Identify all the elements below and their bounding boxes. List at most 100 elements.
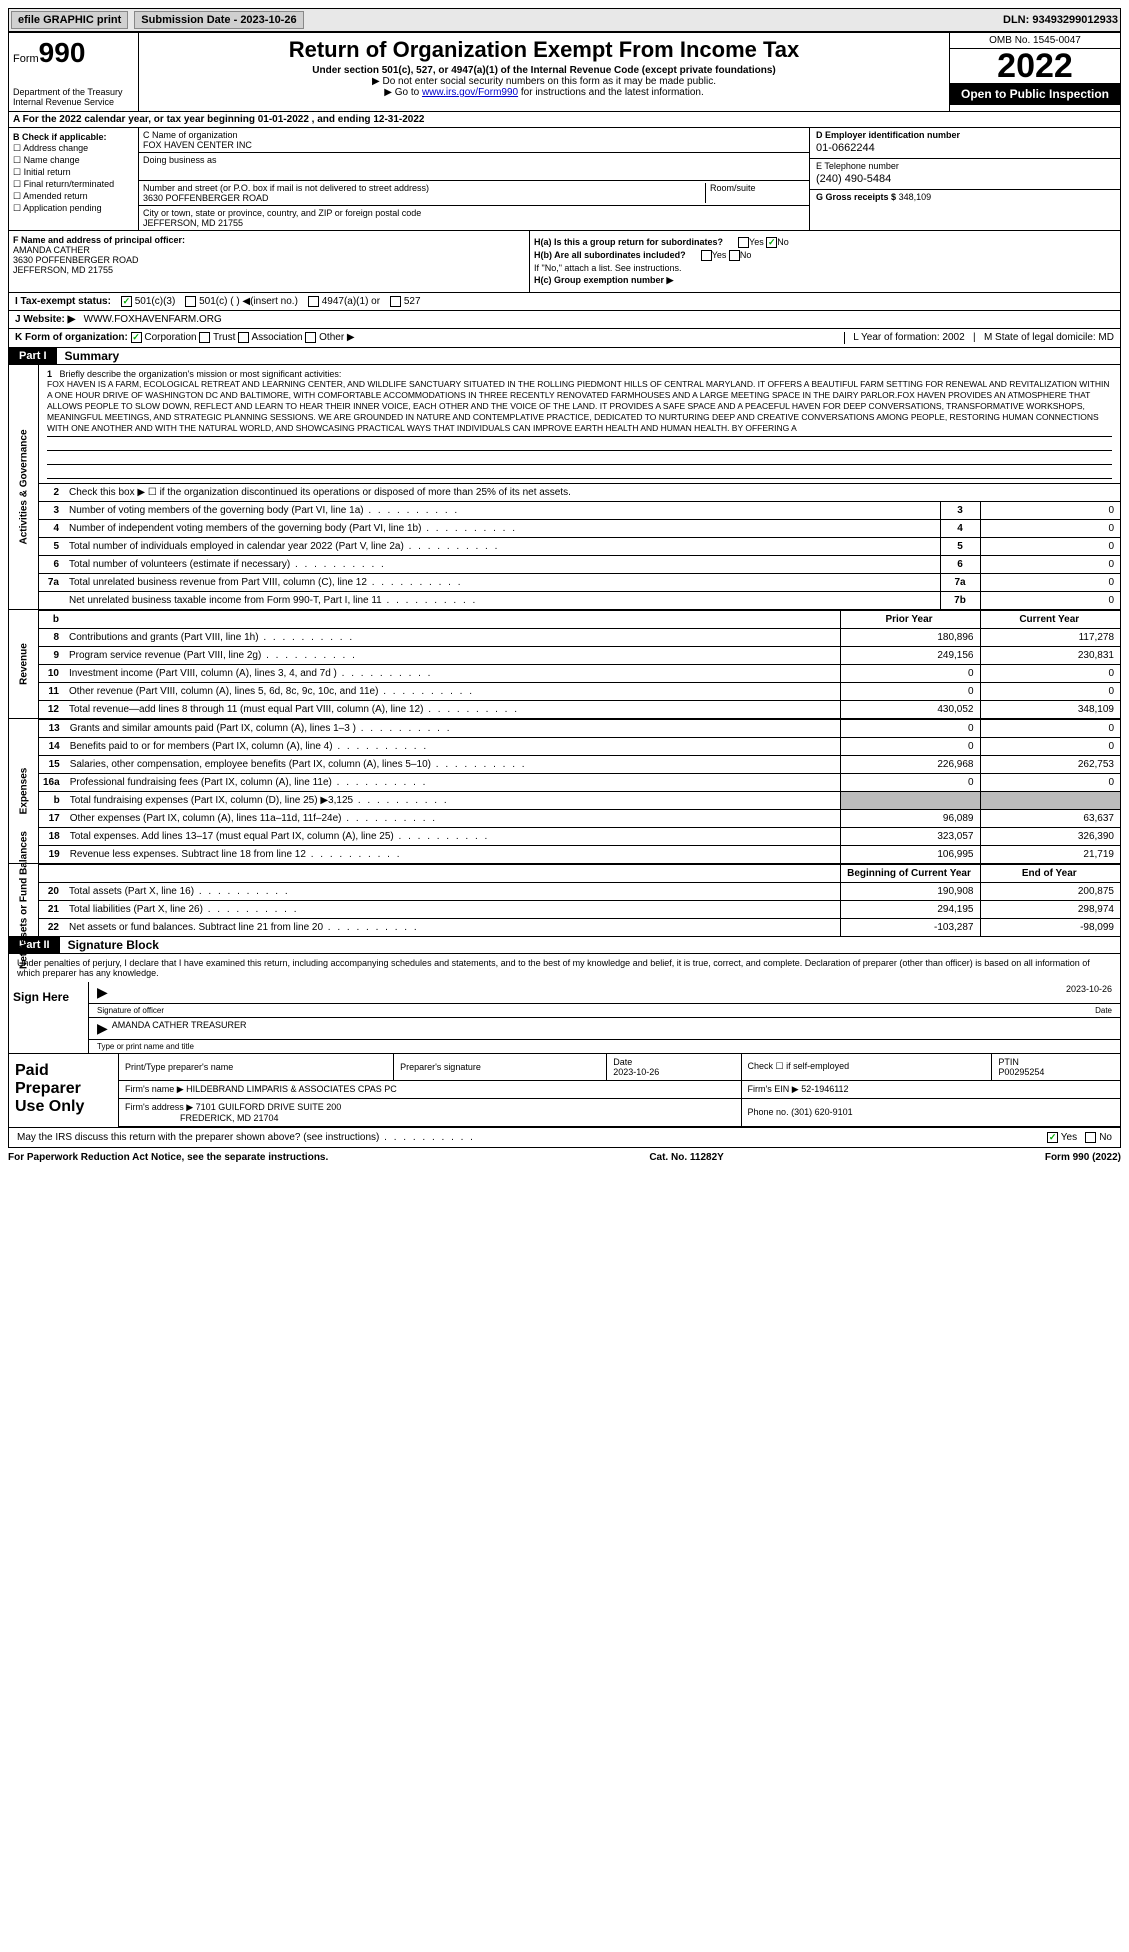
form-label: Form [13,53,39,65]
efile-btn[interactable]: efile GRAPHIC print [11,11,128,29]
form-title: Return of Organization Exempt From Incom… [143,37,945,63]
netassets-table: Beginning of Current YearEnd of Year 20T… [39,864,1120,936]
row-a: A For the 2022 calendar year, or tax yea… [8,112,1121,128]
subtitle-1: Under section 501(c), 527, or 4947(a)(1)… [143,65,945,76]
gross-val: 348,109 [899,192,932,202]
line2: Check this box ▶ ☐ if the organization d… [65,483,1120,501]
dept: Department of the Treasury Internal Reve… [13,87,134,107]
tax-year: 2022 [950,49,1120,83]
table-row: 22Net assets or fund balances. Subtract … [39,918,1120,936]
blank-line [47,451,1112,465]
year-formation: L Year of formation: 2002 [853,332,964,343]
table-row: 12Total revenue—add lines 8 through 11 (… [39,700,1120,718]
dba-label: Doing business as [143,155,217,165]
cb-address[interactable]: ☐ Address change [13,143,134,154]
firm-ein-label: Firm's EIN ▶ [748,1084,799,1094]
hb-label: H(b) Are all subordinates included? [534,250,686,260]
signature-block: Under penalties of perjury, I declare th… [8,954,1121,1054]
cb-527[interactable] [390,296,401,307]
table-row: 11Other revenue (Part VIII, column (A), … [39,682,1120,700]
city-val: JEFFERSON, MD 21755 [143,218,243,228]
ha-no[interactable] [766,237,777,248]
blank-line [47,437,1112,451]
cb-other[interactable] [305,332,316,343]
table-row: bTotal fundraising expenses (Part IX, co… [39,791,1120,809]
irs-discuss: May the IRS discuss this return with the… [8,1128,1121,1148]
street-addr: 3630 POFFENBERGER ROAD [143,193,269,203]
row-j: J Website: ▶ WWW.FOXHAVENFARM.ORG [8,311,1121,329]
side-netassets: Net Assets or Fund Balances [9,864,39,936]
part1-header: Part I Summary [8,348,1121,365]
firm-addr1: 7101 GUILFORD DRIVE SUITE 200 [196,1102,342,1112]
table-row: 14Benefits paid to or for members (Part … [39,737,1120,755]
sign-here: Sign Here [9,982,89,1053]
part1-bar: Part I [9,348,57,364]
discuss-q: May the IRS discuss this return with the… [17,1132,475,1143]
cb-4947[interactable] [308,296,319,307]
table-row: 13Grants and similar amounts paid (Part … [39,719,1120,737]
mission-text: FOX HAVEN IS A FARM, ECOLOGICAL RETREAT … [47,379,1112,437]
irs-link[interactable]: www.irs.gov/Form990 [422,87,518,98]
officer-addr2: JEFFERSON, MD 21755 [13,265,113,275]
cb-trust[interactable] [199,332,210,343]
cb-final[interactable]: ☐ Final return/terminated [13,179,134,190]
addr-label: Number and street (or P.O. box if mail i… [143,183,429,193]
sig-label: Signature of officer [97,1006,1095,1015]
cb-amended[interactable]: ☐ Amended return [13,191,134,202]
ein-val: 01-0662244 [816,140,1114,156]
hb-no[interactable] [729,250,740,261]
public-inspection: Open to Public Inspection [950,83,1120,105]
cb-corp[interactable] [131,332,142,343]
form-ref: Form 990 (2022) [1045,1152,1121,1163]
revenue-table: bPrior YearCurrent Year 8Contributions a… [39,610,1120,718]
form-org-label: K Form of organization: [15,333,128,344]
hb-yes[interactable] [701,250,712,261]
table-row: 9Program service revenue (Part VIII, lin… [39,646,1120,664]
row-k: K Form of organization: Corporation Trus… [8,329,1121,347]
table-row: 4Number of independent voting members of… [39,519,1120,537]
ha-label: H(a) Is this a group return for subordin… [534,237,723,247]
topbar: efile GRAPHIC print Submission Date - 20… [8,8,1121,32]
section-activities: Activities & Governance 1 Briefly descri… [8,365,1121,610]
form-number: 990 [39,37,86,68]
firm-name: HILDEBRAND LIMPARIS & ASSOCIATES CPAS PC [186,1084,397,1094]
cb-pending[interactable]: ☐ Application pending [13,203,134,214]
hb-note: If "No," attach a list. See instructions… [534,263,1116,273]
end-year-hdr: End of Year [980,864,1120,882]
officer-label: F Name and address of principal officer: [13,235,185,245]
sign-date: 2023-10-26 [1066,984,1112,1001]
ptin-val: P00295254 [998,1067,1044,1077]
ha-yes[interactable] [738,237,749,248]
name-label: Type or print name and title [89,1040,1120,1053]
goto-prefix: ▶ Go to [384,87,422,98]
discuss-no[interactable] [1085,1132,1096,1143]
table-row: 7aTotal unrelated business revenue from … [39,573,1120,591]
prep-date: 2023-10-26 [613,1067,659,1077]
arrow-icon: ▶ [97,984,108,1001]
cb-501c[interactable] [185,296,196,307]
firm-ein: 52-1946112 [801,1084,848,1094]
submission-btn[interactable]: Submission Date - 2023-10-26 [134,11,303,29]
col-b-header: B Check if applicable: [13,132,134,142]
discuss-yes[interactable] [1047,1132,1058,1143]
paid-left: Paid Preparer Use Only [9,1054,119,1127]
section-netassets: Net Assets or Fund Balances Beginning of… [8,864,1121,937]
room-label: Room/suite [705,183,805,203]
blank-line [47,465,1112,479]
table-row: 10Investment income (Part VIII, column (… [39,664,1120,682]
col-c: C Name of organizationFOX HAVEN CENTER I… [139,128,810,230]
table-row: 5Total number of individuals employed in… [39,537,1120,555]
cb-initial[interactable]: ☐ Initial return [13,167,134,178]
side-activities: Activities & Governance [9,365,39,609]
prep-name-hdr: Print/Type preparer's name [119,1054,394,1081]
cb-assoc[interactable] [238,332,249,343]
table-row: 21Total liabilities (Part X, line 26)294… [39,900,1120,918]
firm-label: Firm's name ▶ [125,1084,184,1094]
penalties-text: Under penalties of perjury, I declare th… [9,954,1120,982]
hc-label: H(c) Group exemption number ▶ [534,275,673,285]
table-row: 8Contributions and grants (Part VIII, li… [39,628,1120,646]
dln: DLN: 93493299012933 [1003,14,1118,26]
city-label: City or town, state or province, country… [143,208,421,218]
cb-name[interactable]: ☐ Name change [13,155,134,166]
cb-501c3[interactable] [121,296,132,307]
